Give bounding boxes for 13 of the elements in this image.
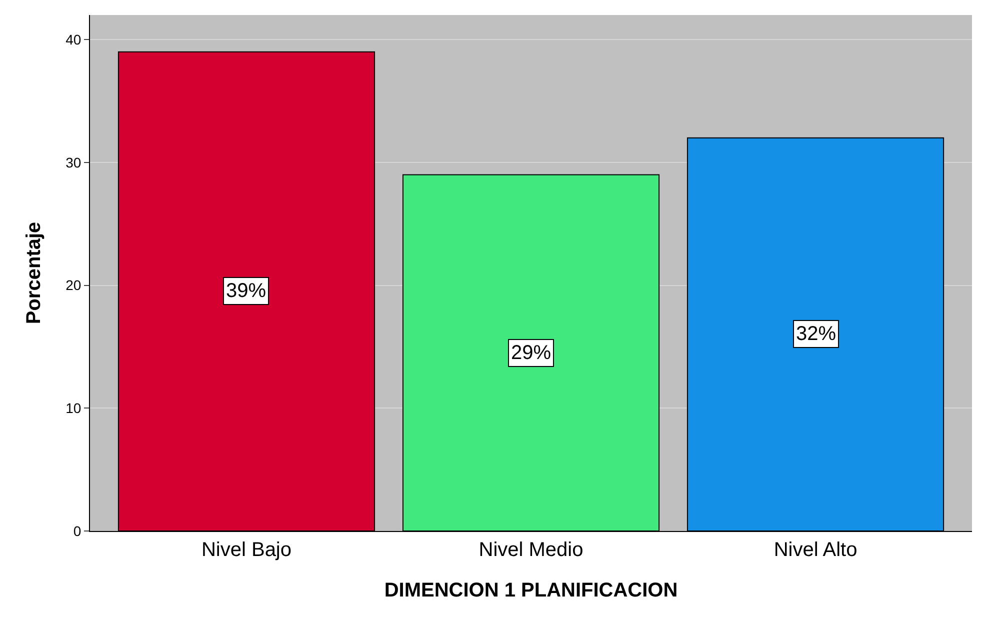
x-tick-label: Nivel Medio bbox=[478, 539, 584, 561]
x-tick-label: Nivel Alto bbox=[774, 539, 858, 561]
y-tick-label: 40 bbox=[66, 31, 82, 48]
data-label: 32% bbox=[796, 323, 836, 345]
x-tick-label: Nivel Bajo bbox=[201, 539, 292, 561]
data-label: 39% bbox=[226, 280, 266, 302]
y-tick-label: 30 bbox=[66, 154, 82, 170]
data-label: 29% bbox=[511, 342, 552, 364]
y-tick-label: 10 bbox=[66, 400, 82, 416]
y-tick-label: 0 bbox=[73, 522, 82, 539]
y-tick-label: 20 bbox=[66, 277, 82, 294]
x-axis-title: DIMENCION 1 PLANIFICACION bbox=[384, 580, 678, 602]
y-axis-title: Porcentaje bbox=[23, 222, 45, 324]
